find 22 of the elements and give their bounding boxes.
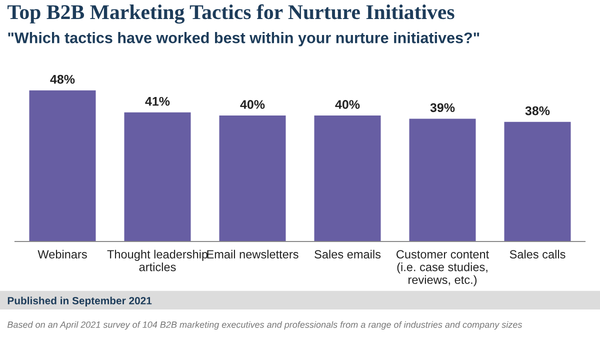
bar (124, 112, 191, 242)
x-tick-label: Email newsletters (207, 250, 298, 259)
data-label: 48% (50, 74, 75, 84)
text: Published in September 2021 (8, 296, 152, 306)
x-tick-label: Thought leadership articles (107, 250, 208, 272)
x-tick-label: Customer content (i.e. case studies, reviews, etc.) (396, 250, 490, 286)
bar (314, 116, 381, 242)
bar (409, 118, 476, 242)
bar (504, 122, 571, 242)
data-label: 40% (240, 100, 265, 109)
data-label: 39% (430, 103, 455, 112)
data-label: 40% (335, 100, 360, 109)
bar (219, 116, 286, 242)
x-tick-label: Sales calls (510, 250, 566, 259)
chart-subtitle: "Which tactics have worked best within your nurture initiatives?" (8, 32, 480, 46)
x-tick-label: Webinars (38, 250, 87, 259)
data-label: 38% (525, 106, 550, 116)
bar (29, 90, 96, 242)
data-label: 41% (145, 96, 170, 106)
chart-title: Top B2B Marketing Tactics for Nurture Initiatives (8, 4, 454, 24)
text: Based on an April 2021 survey of 104 B2B marketing executives and professionals from a range of industries and company sizes (7, 321, 522, 330)
x-tick-label: Sales emails (314, 250, 381, 259)
